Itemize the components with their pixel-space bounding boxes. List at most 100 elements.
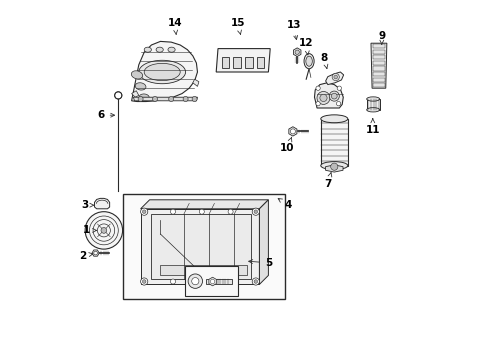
Bar: [373, 44, 385, 48]
Polygon shape: [132, 91, 139, 97]
Circle shape: [337, 102, 341, 106]
Circle shape: [115, 92, 122, 99]
Circle shape: [252, 278, 259, 285]
Bar: [321, 119, 348, 166]
Circle shape: [254, 280, 258, 283]
Polygon shape: [325, 165, 343, 172]
Circle shape: [252, 208, 259, 215]
Polygon shape: [160, 265, 247, 275]
Text: 10: 10: [280, 137, 294, 153]
Text: 6: 6: [98, 110, 115, 120]
Circle shape: [138, 96, 143, 102]
Polygon shape: [141, 209, 259, 284]
Circle shape: [291, 129, 295, 134]
Polygon shape: [289, 127, 297, 136]
Circle shape: [199, 279, 204, 284]
Bar: [373, 83, 385, 87]
Text: 2: 2: [79, 251, 93, 261]
Text: 13: 13: [286, 20, 301, 40]
Bar: [373, 72, 385, 76]
Bar: [373, 61, 385, 65]
Polygon shape: [151, 214, 251, 279]
Circle shape: [334, 75, 338, 79]
Circle shape: [192, 96, 197, 102]
Polygon shape: [141, 200, 269, 209]
Bar: [206, 279, 232, 284]
Circle shape: [192, 278, 199, 285]
Circle shape: [295, 50, 299, 54]
Circle shape: [320, 94, 327, 102]
Circle shape: [152, 96, 157, 102]
Bar: [373, 66, 385, 71]
Bar: [373, 55, 385, 59]
Circle shape: [101, 228, 107, 233]
Ellipse shape: [367, 97, 380, 101]
Circle shape: [85, 212, 122, 249]
Bar: [245, 57, 252, 68]
Text: 11: 11: [366, 119, 380, 135]
Ellipse shape: [135, 83, 146, 90]
Circle shape: [171, 279, 175, 284]
Ellipse shape: [139, 94, 149, 100]
Bar: [185, 266, 238, 296]
Circle shape: [143, 280, 146, 283]
Polygon shape: [294, 48, 301, 57]
Ellipse shape: [139, 60, 186, 84]
Circle shape: [332, 73, 339, 81]
Circle shape: [141, 278, 148, 285]
Circle shape: [228, 279, 233, 284]
Polygon shape: [371, 43, 387, 88]
Ellipse shape: [144, 47, 151, 52]
Ellipse shape: [321, 162, 348, 170]
Circle shape: [141, 208, 148, 215]
Polygon shape: [92, 250, 99, 256]
Text: 3: 3: [81, 200, 94, 210]
Circle shape: [316, 102, 320, 106]
Text: 14: 14: [168, 18, 182, 34]
Polygon shape: [326, 72, 343, 85]
Ellipse shape: [156, 47, 163, 52]
Polygon shape: [315, 83, 343, 108]
Text: 15: 15: [231, 18, 245, 34]
Text: 8: 8: [320, 53, 328, 68]
Bar: [373, 78, 385, 82]
Circle shape: [316, 86, 320, 90]
Circle shape: [317, 91, 330, 104]
Polygon shape: [133, 97, 197, 101]
Circle shape: [329, 91, 339, 101]
Bar: [221, 57, 229, 68]
Text: 4: 4: [278, 198, 292, 210]
Text: 9: 9: [378, 31, 385, 44]
Circle shape: [254, 210, 258, 213]
Text: 5: 5: [249, 258, 272, 268]
Ellipse shape: [304, 54, 314, 69]
Bar: [233, 57, 241, 68]
Polygon shape: [132, 41, 197, 102]
Circle shape: [210, 279, 215, 284]
Polygon shape: [216, 49, 270, 72]
Circle shape: [228, 209, 233, 214]
Circle shape: [183, 96, 188, 102]
Bar: [122, 194, 285, 299]
Circle shape: [171, 209, 175, 214]
Polygon shape: [193, 79, 199, 86]
Circle shape: [337, 86, 342, 90]
Polygon shape: [209, 277, 217, 286]
Polygon shape: [259, 200, 269, 284]
Ellipse shape: [144, 63, 180, 81]
Bar: [373, 50, 385, 54]
Polygon shape: [95, 198, 110, 209]
Circle shape: [169, 96, 174, 102]
Ellipse shape: [168, 47, 175, 52]
Circle shape: [188, 274, 202, 288]
Circle shape: [143, 210, 146, 213]
Bar: [257, 57, 265, 68]
Ellipse shape: [321, 115, 348, 123]
Circle shape: [94, 251, 98, 255]
Ellipse shape: [131, 71, 143, 79]
Text: 12: 12: [299, 38, 314, 55]
Bar: [367, 99, 380, 110]
Circle shape: [199, 209, 204, 214]
Ellipse shape: [367, 108, 380, 112]
Ellipse shape: [306, 56, 312, 66]
